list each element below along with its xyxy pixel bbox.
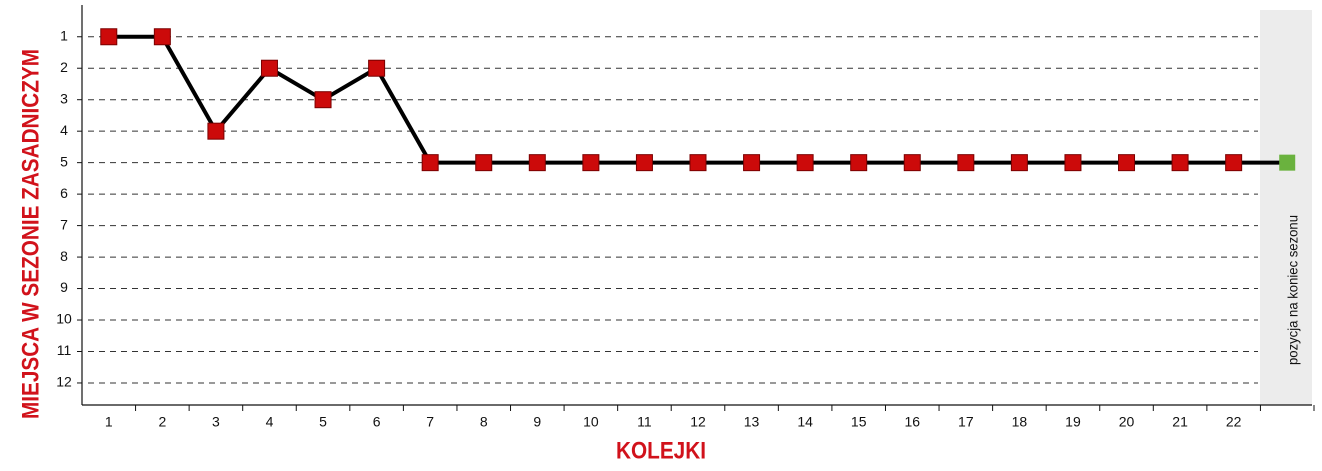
- y-tick-label: 9: [60, 279, 68, 295]
- marker: [635, 154, 653, 172]
- x-tick-label: 13: [744, 414, 760, 430]
- x-tick-label: 16: [904, 414, 920, 430]
- marker: [100, 28, 118, 46]
- marker: [1279, 154, 1296, 171]
- y-tick-label: 3: [60, 90, 68, 106]
- y-tick-label: 11: [57, 342, 72, 358]
- x-tick-label: 11: [637, 414, 652, 430]
- marker: [421, 154, 439, 172]
- marker: [1225, 154, 1243, 172]
- marker: [260, 59, 278, 77]
- x-tick-label: 14: [797, 414, 813, 430]
- x-tick-label: 21: [1172, 414, 1188, 430]
- last-category-label: pozycja na koniec sezonu: [1285, 215, 1301, 365]
- y-tick-label: 5: [60, 153, 68, 169]
- x-tick-label: 6: [373, 414, 381, 430]
- marker: [314, 91, 332, 109]
- x-tick-label: 1: [105, 414, 113, 430]
- y-tick-label: 2: [60, 59, 68, 75]
- x-axis-title: KOLEJKI: [616, 437, 706, 464]
- marker: [850, 154, 868, 172]
- marker: [1118, 154, 1136, 172]
- marker: [689, 154, 707, 172]
- y-tick-label: 6: [60, 185, 68, 201]
- marker: [368, 59, 386, 77]
- x-tick-label: 17: [958, 414, 974, 430]
- marker: [903, 154, 921, 172]
- marker: [528, 154, 546, 172]
- x-tick-label: 20: [1119, 414, 1135, 430]
- marker: [1010, 154, 1028, 172]
- marker: [475, 154, 493, 172]
- x-tick-label: 10: [583, 414, 599, 430]
- y-tick-label: 8: [60, 248, 68, 264]
- y-axis-title: MIEJSCA W SEZONIE ZASADNICZYM: [17, 49, 44, 419]
- y-tick-label: 12: [56, 374, 72, 390]
- y-tick-label: 10: [56, 311, 72, 327]
- y-tick-label: 7: [60, 216, 68, 232]
- marker: [582, 154, 600, 172]
- y-tick-label: 1: [60, 27, 68, 43]
- marker: [1171, 154, 1189, 172]
- marker: [207, 122, 225, 140]
- x-tick-label: 8: [480, 414, 488, 430]
- x-tick-label: 5: [319, 414, 327, 430]
- marker: [957, 154, 975, 172]
- marker: [153, 28, 171, 46]
- marker: [743, 154, 761, 172]
- marker: [796, 154, 814, 172]
- x-tick-label: 19: [1065, 414, 1081, 430]
- last-column-bg: [1260, 10, 1312, 405]
- marker: [1064, 154, 1082, 172]
- y-tick-label: 4: [60, 122, 68, 138]
- x-tick-label: 12: [690, 414, 706, 430]
- x-tick-label: 18: [1012, 414, 1028, 430]
- x-tick-label: 15: [851, 414, 867, 430]
- x-tick-label: 4: [266, 414, 274, 430]
- x-tick-label: 7: [426, 414, 434, 430]
- x-tick-label: 3: [212, 414, 220, 430]
- x-tick-label: 9: [533, 414, 541, 430]
- x-tick-label: 22: [1226, 414, 1242, 430]
- x-tick-label: 2: [158, 414, 166, 430]
